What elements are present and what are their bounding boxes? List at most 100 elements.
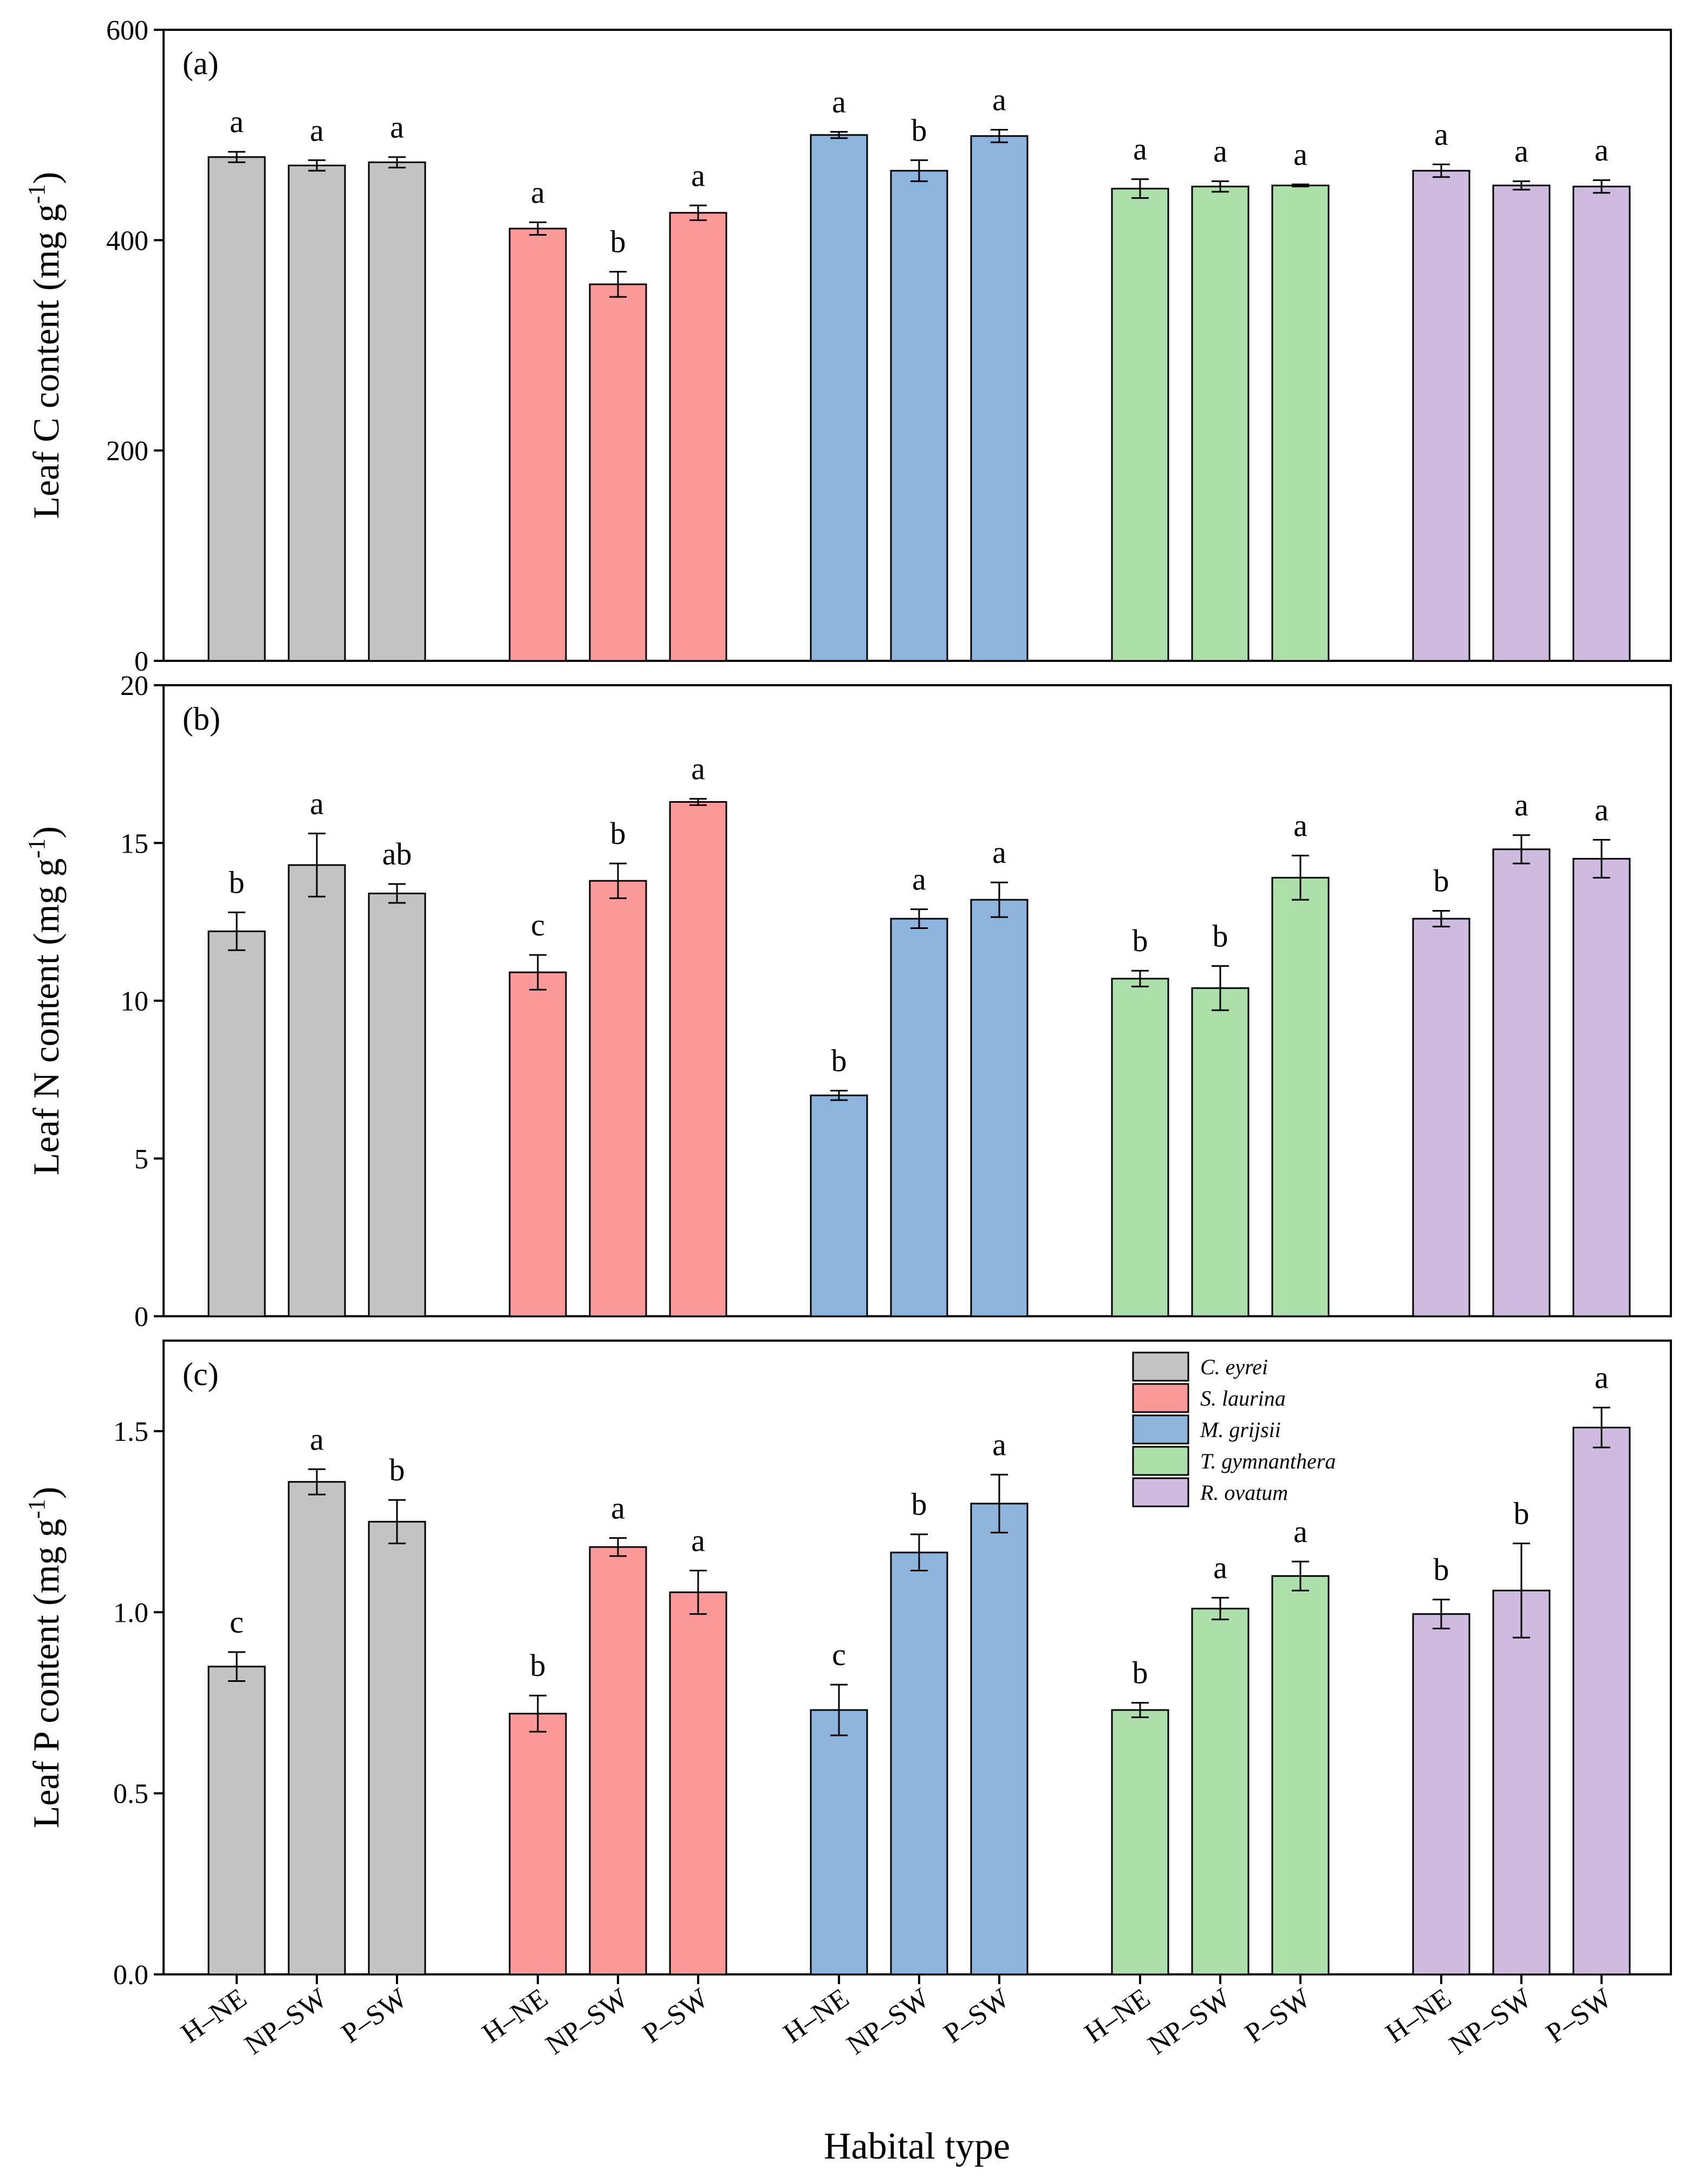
legend-label: R. ovatum [1200, 1480, 1288, 1505]
x-tick-label: NP–SW [1444, 1982, 1537, 2060]
x-tick-label: P–SW [637, 1982, 714, 2049]
significance-label: a [1133, 132, 1147, 167]
bar [1271, 1575, 1330, 1975]
bar [970, 899, 1029, 1317]
panel-a: 0 200 400 600 Leaf C content (mg g-1) (a) a a a a… [23, 15, 1672, 677]
bar [1412, 918, 1470, 1317]
bar [288, 164, 346, 662]
bar [970, 1503, 1029, 1975]
significance-label: a [310, 1421, 324, 1457]
x-tick-label: NP–SW [1143, 1982, 1236, 2060]
significance-label: a [691, 1523, 705, 1558]
significance-label: a [992, 82, 1006, 117]
legend-swatch [1132, 1414, 1189, 1445]
panel-label: (a) [183, 46, 219, 81]
bar [1191, 185, 1250, 662]
significance-label: c [832, 1637, 846, 1672]
significance-label: a [1293, 1514, 1307, 1549]
y-tick-label: 0 [134, 1302, 148, 1332]
bar [589, 283, 647, 662]
legend-swatch [1132, 1383, 1189, 1413]
significance-label: a [912, 862, 926, 897]
x-tick-label: NP–SW [239, 1982, 333, 2060]
significance-label: b [1434, 863, 1449, 898]
bar [890, 918, 948, 1317]
significance-label: a [832, 84, 846, 119]
bar [669, 1591, 727, 1975]
x-tick-label: H–NE [1380, 1982, 1457, 2049]
bar [1572, 185, 1631, 662]
y-tick-label: 10 [120, 986, 148, 1017]
significance-label: b [1133, 1655, 1148, 1691]
y-tick-label: 0 [134, 646, 148, 677]
significance-label: ab [382, 836, 412, 872]
legend-swatch [1132, 1446, 1189, 1476]
significance-label: a [992, 835, 1006, 870]
significance-label: b [1514, 1496, 1530, 1531]
bar [890, 1551, 948, 1975]
significance-label: a [1595, 1360, 1609, 1395]
legend-swatch [1132, 1351, 1189, 1382]
bar [810, 1094, 868, 1317]
bar [368, 161, 426, 662]
x-tick-label: NP–SW [541, 1982, 634, 2060]
y-axis-label: Leaf P content (mg g-1) [23, 1487, 67, 1829]
y-axis-label: Leaf C content (mg g-1) [23, 172, 67, 519]
bar [1412, 1613, 1470, 1975]
bar [970, 135, 1029, 662]
significance-label: a [1293, 808, 1307, 843]
significance-label: a [1595, 133, 1609, 168]
significance-label: b [389, 1452, 405, 1487]
bar [207, 930, 266, 1317]
bar [368, 892, 426, 1317]
bar [810, 134, 868, 662]
x-tick-label: P–SW [1239, 1982, 1316, 2049]
significance-label: a [310, 786, 324, 821]
bar [288, 864, 346, 1317]
significance-label: c [230, 1604, 244, 1640]
bar [669, 212, 727, 662]
significance-label: a [1595, 792, 1609, 827]
significance-label: a [310, 113, 324, 148]
significance-label: a [1213, 1550, 1227, 1585]
bar [288, 1481, 346, 1975]
x-tick-label: P–SW [1540, 1982, 1617, 2049]
bar [1572, 857, 1631, 1317]
significance-label: a [1434, 117, 1448, 152]
significance-label: a [1213, 134, 1227, 169]
panel-label: (c) [183, 1356, 219, 1392]
legend-label: C. eyrei [1200, 1355, 1268, 1379]
x-tick-label: P–SW [336, 1982, 413, 2049]
x-tick-label: H–NE [175, 1982, 252, 2049]
significance-label: b [610, 816, 626, 851]
significance-label: b [912, 113, 927, 148]
bar [810, 1709, 868, 1975]
bar [509, 1713, 567, 1975]
bar [589, 880, 647, 1317]
legend-swatch [1132, 1477, 1189, 1507]
x-axis-label: Habital type [824, 2126, 1010, 2167]
y-tick-label: 1.5 [113, 1416, 148, 1447]
y-tick-label: 200 [106, 436, 148, 467]
significance-label: b [912, 1487, 927, 1522]
x-tick-label: H–NE [778, 1982, 855, 2049]
significance-label: a [531, 174, 545, 210]
significance-label: a [691, 158, 705, 193]
significance-label: b [530, 1648, 546, 1683]
legend-label: M. grijsii [1200, 1418, 1281, 1442]
bar [1271, 876, 1330, 1317]
significance-label: a [390, 109, 404, 145]
legend: C. eyrei S. laurina M. grijsii T. gymnanthe… [1132, 1351, 1336, 1507]
significance-label: c [531, 907, 545, 942]
bar [207, 156, 266, 662]
x-tick-label: NP–SW [842, 1982, 935, 2060]
legend-label: T. gymnanthera [1200, 1449, 1336, 1473]
y-tick-label: 15 [120, 828, 148, 859]
significance-label: a [1514, 134, 1528, 169]
significance-label: b [610, 224, 626, 259]
significance-label: b [1434, 1552, 1449, 1587]
significance-label: a [1293, 136, 1307, 172]
significance-label: a [992, 1427, 1006, 1462]
